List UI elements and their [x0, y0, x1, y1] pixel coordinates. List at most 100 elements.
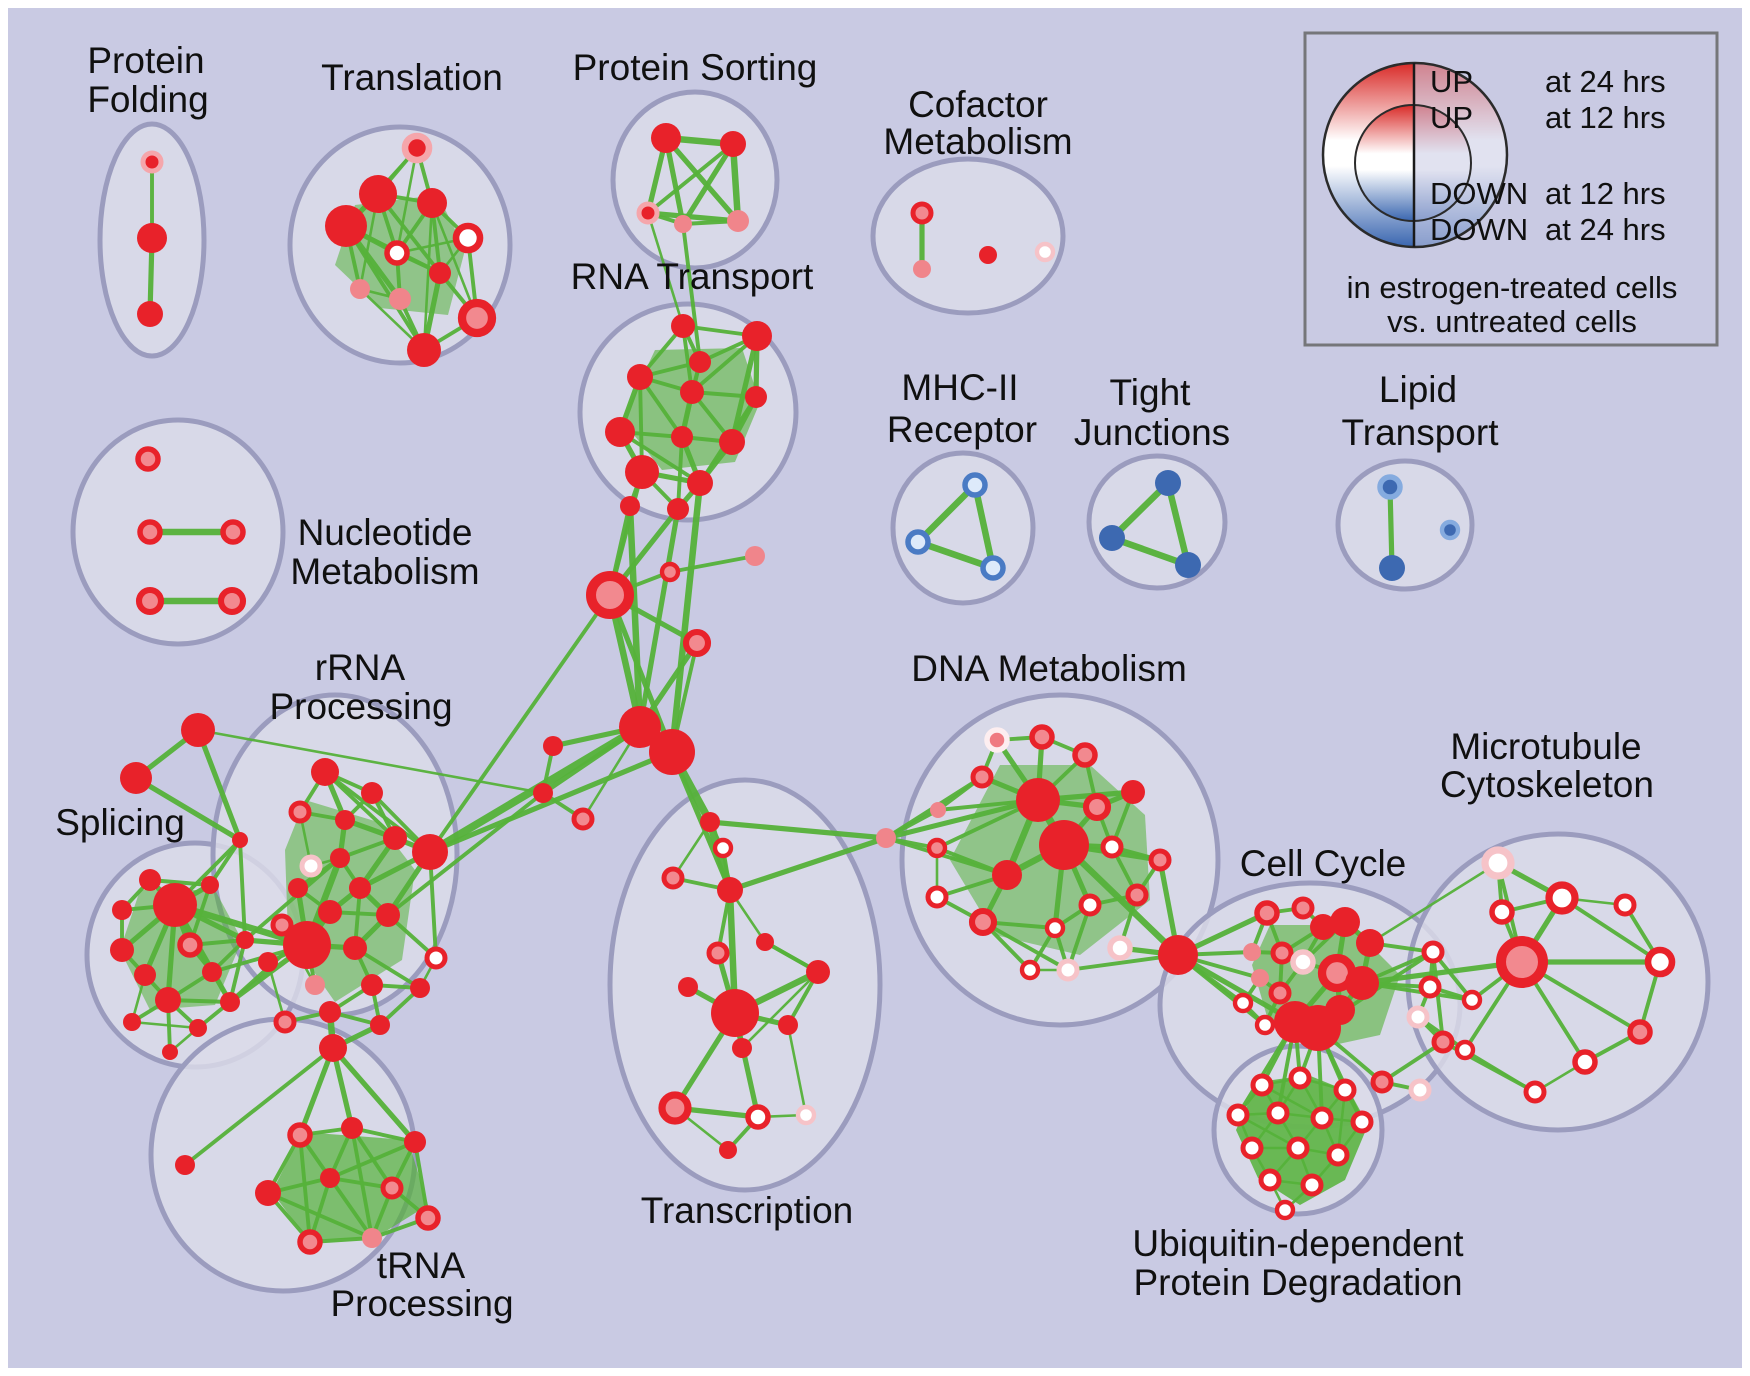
network-node-52 — [232, 832, 248, 848]
network-node-116 — [1029, 724, 1055, 750]
network-node-160 — [1250, 1073, 1274, 1097]
network-node-173 — [1481, 846, 1515, 880]
network-node-190 — [320, 1168, 340, 1188]
network-edge — [228, 938, 247, 1004]
network-node-106 — [678, 977, 698, 997]
network-node-58 — [177, 932, 203, 958]
network-edge — [681, 222, 702, 364]
network-node-167 — [1240, 1136, 1264, 1160]
network-edge — [413, 1140, 430, 1220]
cluster-trna-processing-label-line-1: tRNA — [377, 1245, 466, 1286]
network-edge — [740, 970, 820, 1050]
network-node-159 — [1408, 1078, 1432, 1102]
network-node-168 — [1286, 1136, 1310, 1160]
network-node-40 — [1099, 525, 1125, 551]
cluster-tight-junctions-ellipse — [1086, 453, 1228, 591]
network-node-55 — [112, 900, 132, 920]
network-edge — [1431, 950, 1445, 1044]
network-node-144 — [1290, 949, 1316, 975]
network-edge — [1463, 1048, 1537, 1094]
legend-time-1: at 24 hrs — [1545, 64, 1666, 99]
network-node-91 — [659, 561, 681, 583]
network-node-154 — [1421, 940, 1445, 964]
cluster-trna-processing-label-line-2: Processing — [330, 1283, 513, 1324]
network-node-85 — [410, 978, 430, 998]
network-edge — [1387, 484, 1395, 571]
network-node-81 — [424, 946, 448, 970]
network-node-72 — [383, 826, 407, 850]
network-node-111 — [658, 1091, 692, 1125]
network-node-29 — [605, 417, 635, 447]
network-node-143 — [1270, 941, 1294, 965]
network-edge — [668, 554, 757, 574]
network-node-118 — [970, 765, 994, 789]
network-edge — [663, 135, 741, 224]
network-node-76 — [349, 877, 371, 899]
legend: UP at 24 hrs UP at 12 hrs DOWN at 12 hrs DOWN a… — [1303, 31, 1719, 347]
network-node-153 — [1295, 1005, 1341, 1051]
network-edge — [1380, 1040, 1445, 1084]
network-node-180 — [1644, 946, 1676, 978]
network-node-56 — [153, 883, 197, 927]
network-edge — [626, 502, 644, 731]
network-node-129 — [968, 907, 998, 937]
network-node-100 — [712, 837, 734, 859]
network-node-172 — [1274, 1199, 1296, 1221]
network-edge — [298, 1133, 312, 1244]
cluster-rna-transport-label-line-1: RNA Transport — [571, 256, 814, 297]
network-node-94 — [619, 706, 661, 748]
network-node-117 — [1072, 742, 1098, 768]
legend-caption-line-1: in estrogen-treated cells — [1347, 270, 1678, 305]
network-node-28 — [745, 386, 767, 408]
network-node-147 — [1251, 969, 1269, 987]
network-node-135 — [1056, 958, 1080, 982]
legend-time-3: at 12 hrs — [1545, 176, 1666, 211]
network-node-101 — [876, 828, 896, 848]
network-edge — [914, 538, 997, 572]
network-node-25 — [689, 351, 711, 373]
network-node-88 — [370, 1015, 390, 1035]
network-edge — [350, 1126, 394, 1190]
network-node-93 — [682, 628, 712, 658]
network-node-102 — [661, 866, 685, 890]
network-edge — [195, 727, 243, 843]
network-node-162 — [1333, 1078, 1357, 1102]
legend-direction-4: DOWN — [1430, 212, 1528, 247]
network-node-149 — [1232, 992, 1254, 1014]
network-edge — [618, 430, 702, 485]
network-node-193 — [362, 1228, 382, 1248]
network-node-126 — [1148, 848, 1172, 872]
network-edge — [427, 749, 675, 855]
network-node-36 — [962, 472, 988, 498]
cluster-ubiquitin-degradation-label-line-1: Ubiquitin-dependent — [1132, 1223, 1464, 1264]
cluster-mhc2-receptor-ellipse — [890, 450, 1036, 606]
network-node-124 — [992, 860, 1022, 890]
network-node-8 — [384, 240, 410, 266]
network-node-78 — [376, 903, 400, 927]
network-node-6 — [325, 205, 367, 247]
network-node-5 — [417, 188, 447, 218]
network-edge — [196, 728, 545, 795]
legend-time-2: at 12 hrs — [1545, 100, 1666, 135]
network-node-69 — [288, 800, 312, 824]
network-node-66 — [162, 1044, 178, 1060]
legend-direction-3: DOWN — [1430, 176, 1528, 211]
network-node-136 — [1158, 935, 1198, 975]
network-edge — [130, 1020, 200, 1030]
network-node-34 — [620, 496, 640, 516]
network-node-37 — [905, 529, 931, 555]
network-node-188 — [404, 1131, 426, 1153]
cluster-cofactor-metabolism-label-line-2: Metabolism — [883, 121, 1072, 162]
network-node-148 — [1268, 981, 1292, 1005]
cluster-ubiquitin-degradation-label-line-2: Protein Degradation — [1133, 1262, 1462, 1303]
network-node-177 — [1496, 936, 1548, 988]
network-node-165 — [1310, 1106, 1334, 1130]
network-edge — [183, 1046, 335, 1167]
network-node-146 — [1345, 966, 1379, 1000]
network-node-108 — [711, 989, 759, 1037]
network-node-140 — [1330, 907, 1360, 937]
network-node-16 — [636, 201, 660, 225]
network-edge — [727, 835, 889, 893]
network-node-0 — [140, 150, 164, 174]
